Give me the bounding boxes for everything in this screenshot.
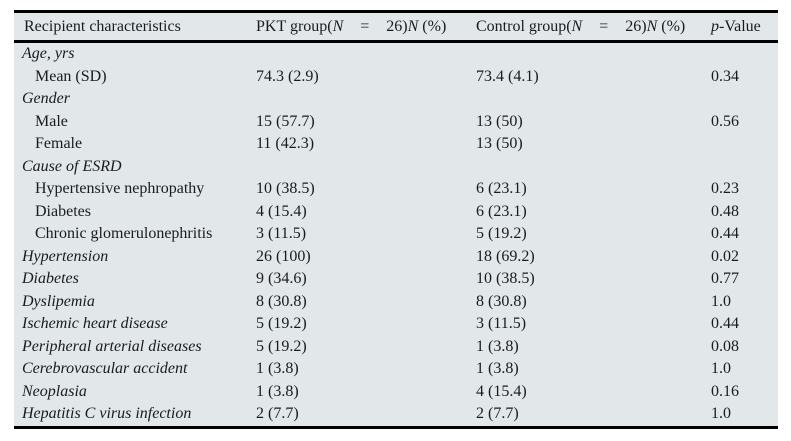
header-n-symbol: N	[332, 18, 344, 35]
pkt-value: 5 (19.2)	[256, 315, 307, 332]
header-n-symbol: N	[571, 18, 583, 35]
header-equals-sign: =	[360, 18, 370, 35]
table-row: Diabetes 4 (15.4) 6 (23.1) 0.48	[14, 201, 778, 224]
control-value: 2 (7.7)	[476, 405, 519, 422]
row-label: Ischemic heart disease	[22, 315, 168, 332]
table-row: Mean (SD) 74.3 (2.9) 73.4 (4.1) 0.34	[14, 66, 778, 89]
row-label: Dyslipemia	[22, 292, 95, 310]
control-value: 1 (3.8)	[476, 360, 519, 377]
p-value: 0.44	[711, 315, 739, 332]
header-text-segment: Control group(	[476, 18, 572, 35]
row-label: Peripheral arterial diseases	[22, 337, 202, 355]
row-label: Gender	[22, 90, 70, 107]
control-value: 8 (30.8)	[476, 292, 527, 310]
table-row: Age, yrs	[14, 43, 778, 66]
header-percent-segment: (%)	[422, 18, 447, 35]
row-label: Hypertension	[22, 247, 109, 265]
p-value: 0.34	[711, 67, 739, 85]
control-value: 3 (11.5)	[476, 315, 527, 332]
p-value: 1.0	[711, 360, 731, 377]
header-count-segment: 26)	[625, 18, 647, 35]
table-row: Dyslipemia 8 (30.8) 8 (30.8) 1.0	[14, 291, 778, 314]
control-value: 13 (50)	[476, 135, 523, 152]
row-label: Male	[35, 112, 68, 130]
table-row: Male 15 (57.7) 13 (50) 0.56	[14, 111, 778, 134]
header-n-symbol: N	[646, 18, 658, 35]
pkt-value: 5 (19.2)	[256, 337, 307, 355]
row-label: Female	[35, 135, 83, 152]
table-row: Gender	[14, 88, 778, 111]
p-value: 0.08	[711, 337, 739, 355]
row-label: Diabetes	[35, 202, 91, 220]
control-value: 6 (23.1)	[476, 180, 527, 197]
row-label: Hypertensive nephropathy	[35, 180, 205, 197]
pkt-value: 26 (100)	[256, 247, 311, 265]
p-value: 0.48	[711, 202, 739, 220]
control-value: 1 (3.8)	[476, 337, 519, 355]
row-label: Neoplasia	[22, 382, 87, 400]
table-row: Female 11 (42.3) 13 (50)	[14, 133, 778, 156]
control-value: 73.4 (4.1)	[476, 67, 539, 85]
header-n-symbol: N	[407, 18, 419, 35]
pkt-value: 9 (34.6)	[256, 270, 307, 287]
p-value: 1.0	[711, 405, 731, 422]
row-label: Hepatitis C virus infection	[22, 405, 192, 422]
row-label: Cause of ESRD	[22, 157, 122, 175]
pkt-value: 3 (11.5)	[256, 225, 307, 242]
table-row: Hypertension 26 (100) 18 (69.2) 0.02	[14, 246, 778, 269]
row-label: Chronic glomerulonephritis	[35, 225, 213, 242]
control-value: 13 (50)	[476, 112, 523, 130]
pkt-value: 8 (30.8)	[256, 292, 307, 310]
p-value: 0.56	[711, 112, 739, 130]
pkt-value: 4 (15.4)	[256, 202, 307, 220]
control-value: 6 (23.1)	[476, 202, 527, 220]
table-row: Neoplasia 1 (3.8) 4 (15.4) 0.16	[14, 381, 778, 404]
control-value: 5 (19.2)	[476, 225, 527, 242]
p-value: 1.0	[711, 292, 731, 310]
header-count-segment: 26)	[386, 18, 408, 35]
column-header-control-group: Control group(N = 26)N (%)	[476, 13, 685, 40]
column-header-pkt-group: PKT group(N = 26)N (%)	[256, 13, 446, 40]
table-row: Ischemic heart disease 5 (19.2) 3 (11.5)…	[14, 313, 778, 336]
table-body: Age, yrs Mean (SD) 74.3 (2.9) 73.4 (4.1)…	[14, 43, 778, 426]
column-header-p-value: p-Value	[711, 13, 761, 40]
table-row: Hepatitis C virus infection 2 (7.7) 2 (7…	[14, 403, 778, 426]
row-label: Age, yrs	[22, 45, 75, 62]
pkt-value: 74.3 (2.9)	[256, 67, 319, 85]
pkt-value: 1 (3.8)	[256, 382, 299, 400]
row-label: Mean (SD)	[35, 67, 107, 85]
p-value: 0.77	[711, 270, 739, 287]
header-text-segment: PKT group(	[256, 18, 333, 35]
header-text-segment: -Value	[719, 18, 761, 35]
table-row: Hypertensive nephropathy 10 (38.5) 6 (23…	[14, 178, 778, 201]
header-percent-segment: (%)	[661, 18, 686, 35]
pkt-value: 2 (7.7)	[256, 405, 299, 422]
table-row: Diabetes 9 (34.6) 10 (38.5) 0.77	[14, 268, 778, 291]
pkt-value: 11 (42.3)	[256, 135, 315, 152]
header-equals-sign: =	[599, 18, 609, 35]
pkt-value: 10 (38.5)	[256, 180, 315, 197]
recipient-characteristics-table: Recipient characteristics PKT group(N = 26…	[14, 10, 778, 429]
p-value: 0.02	[711, 247, 739, 265]
control-value: 4 (15.4)	[476, 382, 527, 400]
p-value: 0.44	[711, 225, 739, 242]
table-row: Cerebrovascular accident 1 (3.8) 1 (3.8)…	[14, 358, 778, 381]
p-value: 0.16	[711, 382, 739, 400]
pkt-value: 1 (3.8)	[256, 360, 299, 377]
control-value: 10 (38.5)	[476, 270, 535, 287]
column-header-recipient-characteristics: Recipient characteristics	[24, 18, 181, 35]
pkt-value: 15 (57.7)	[256, 112, 315, 130]
table-header-row: Recipient characteristics PKT group(N = 26…	[14, 13, 778, 43]
row-label: Diabetes	[22, 270, 79, 287]
table-row: Chronic glomerulonephritis 3 (11.5) 5 (1…	[14, 223, 778, 246]
p-symbol: p	[711, 18, 719, 35]
table-row: Cause of ESRD	[14, 156, 778, 179]
control-value: 18 (69.2)	[476, 247, 535, 265]
p-value: 0.23	[711, 180, 739, 197]
row-label: Cerebrovascular accident	[22, 360, 188, 377]
table-row: Peripheral arterial diseases 5 (19.2) 1 …	[14, 336, 778, 359]
